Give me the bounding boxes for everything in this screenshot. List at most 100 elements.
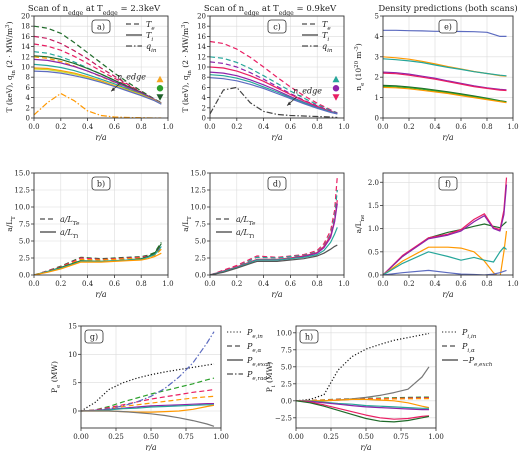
x-axis-label: r/a: [95, 133, 107, 142]
x-axis-label: r/a: [145, 443, 157, 452]
x-tick-label: 1.0: [162, 123, 173, 131]
x-tick-label: 1.0: [507, 123, 518, 131]
panel-d: 0.0 2.5 5.0 7.5 10.0 12.5 15.0 0.0 0.2 0.4 0.6 0.8 1…: [181, 170, 350, 300]
legend-label: Pi,α: [461, 342, 475, 354]
panel-c: 0 2 4 6 8 10 12 14 16 18 20 0.0 0.2 0.4 0.6 0.8 1.0 c) Sca…: [181, 4, 350, 142]
panel-label: b): [97, 180, 105, 189]
legend-label: Pe,exch: [246, 356, 271, 368]
y-tick-label: 6: [26, 84, 31, 92]
series-line-a-10: [34, 70, 162, 105]
series-line-c-3: [210, 66, 338, 114]
x-tick-label: 0.75: [393, 433, 409, 441]
panel-label-box: [84, 329, 104, 344]
x-tick-label: 0.75: [178, 433, 194, 441]
series-line-c-7: [210, 86, 338, 118]
y-tick-label: 4: [26, 94, 31, 102]
scan-marker-down: [332, 94, 340, 101]
series-line-a-1: [34, 35, 162, 104]
y-axis-label: a/LT: [181, 216, 193, 232]
legend-label: a/LTe: [236, 215, 256, 227]
y-tick-label: 14: [21, 43, 30, 51]
y-tick-label: 0.0: [195, 272, 206, 280]
y-tick-label: 8: [202, 74, 206, 82]
y-tick-label: 7.5: [195, 221, 206, 229]
legend-label: a/LTe: [60, 215, 80, 227]
y-axis-label: Pe (MW): [50, 361, 62, 393]
y-tick-label: 0.0: [281, 397, 292, 405]
y-tick-label: 10: [68, 351, 77, 359]
legend-label: Pe,rad: [246, 370, 267, 382]
series-line-a-11: [34, 92, 162, 118]
panel-label: a): [97, 23, 105, 32]
legend-label: Te: [322, 20, 331, 32]
legend-label: a/LTi: [60, 228, 79, 240]
x-tick-label: 0.0: [377, 123, 388, 131]
series-line-f-2: [383, 184, 508, 275]
panel-label-box: [91, 19, 111, 34]
y-tick-label: 7.5: [281, 346, 292, 354]
y-tick-label: 8: [26, 74, 30, 82]
x-tick-label: 0.6: [285, 123, 297, 131]
y-tick-label: 15: [68, 323, 77, 331]
series-line-h-0: [296, 332, 430, 402]
panel-e: 0 1 2 3 4 5 0.0 0.2 0.4 0.6 0.8 1.0 e) Density predic…: [354, 3, 519, 142]
x-tick-label: 0.2: [231, 280, 242, 288]
annotation-arrowhead: [287, 101, 292, 106]
y-tick-label: −2.5: [275, 414, 292, 422]
y-tick-label: 2: [375, 74, 379, 82]
plot-frame: [33, 172, 169, 276]
plot-frame: [382, 15, 514, 119]
series-line-c-6: [210, 77, 338, 115]
legend-label: Ti: [146, 31, 153, 43]
y-tick-label: 15.0: [190, 170, 206, 178]
y-axis-label: T (keV), qin (2 · MW/m3): [5, 21, 17, 112]
panel-label-box: [299, 329, 319, 344]
panel-label-box: [438, 19, 458, 34]
y-tick-label: 7.5: [19, 221, 30, 229]
y-tick-label: 15.0: [14, 170, 30, 178]
legend-label: Te: [146, 20, 155, 32]
panel-label-box: [267, 19, 287, 34]
legend-label: Pi,in: [461, 328, 477, 340]
panel-g: 0 5 10 15 0.00 0.25 0.50 0.75 1.00 g) r/a Pe (MW) Pe…: [50, 323, 271, 453]
series-line-e-7: [383, 86, 507, 104]
x-tick-label: 0.2: [55, 123, 66, 131]
series-line-e-4: [383, 72, 507, 92]
annotation-label: n_edge: [293, 87, 322, 96]
y-tick-label: 1.5: [368, 202, 379, 210]
x-tick-label: 0.8: [481, 123, 492, 131]
series-line-d-3: [210, 203, 338, 275]
legend-label: qin: [322, 42, 333, 54]
panel-label-box: [267, 176, 287, 191]
series-line-d-4: [210, 227, 338, 275]
series-line-a-0: [34, 25, 162, 104]
x-tick-label: 1.0: [338, 123, 349, 131]
y-tick-label: 2: [26, 104, 30, 112]
y-tick-label: 10.0: [276, 329, 292, 337]
x-tick-label: 0.4: [82, 123, 94, 131]
panel-label: h): [305, 333, 313, 342]
x-axis-label: r/a: [271, 290, 283, 299]
x-tick-label: 0.4: [258, 123, 270, 131]
x-axis-label: r/a: [360, 443, 372, 452]
x-tick-label: 0.6: [455, 123, 467, 131]
legend-label: a/LTi: [236, 228, 255, 240]
legend-label: −Pe,exch: [462, 356, 493, 368]
y-tick-label: 3: [375, 53, 379, 61]
x-tick-label: 0.8: [312, 123, 323, 131]
x-tick-label: 0.2: [231, 123, 242, 131]
scan-marker-down: [156, 94, 164, 101]
x-tick-label: 0.4: [429, 123, 441, 131]
series-line-b-1: [34, 245, 162, 275]
scan-marker-circle: [332, 85, 340, 92]
y-tick-label: 18: [21, 23, 30, 31]
series-group: [383, 29, 507, 104]
x-tick-label: 0.0: [377, 280, 388, 288]
plot-frame: [295, 325, 437, 429]
x-tick-label: 0.0: [204, 123, 215, 131]
x-tick-label: 0.0: [28, 280, 39, 288]
series-line-d-5: [210, 244, 338, 275]
series-group: [210, 176, 338, 275]
legend-label: Pe,α: [246, 342, 261, 354]
panel-label-box: [438, 176, 458, 191]
